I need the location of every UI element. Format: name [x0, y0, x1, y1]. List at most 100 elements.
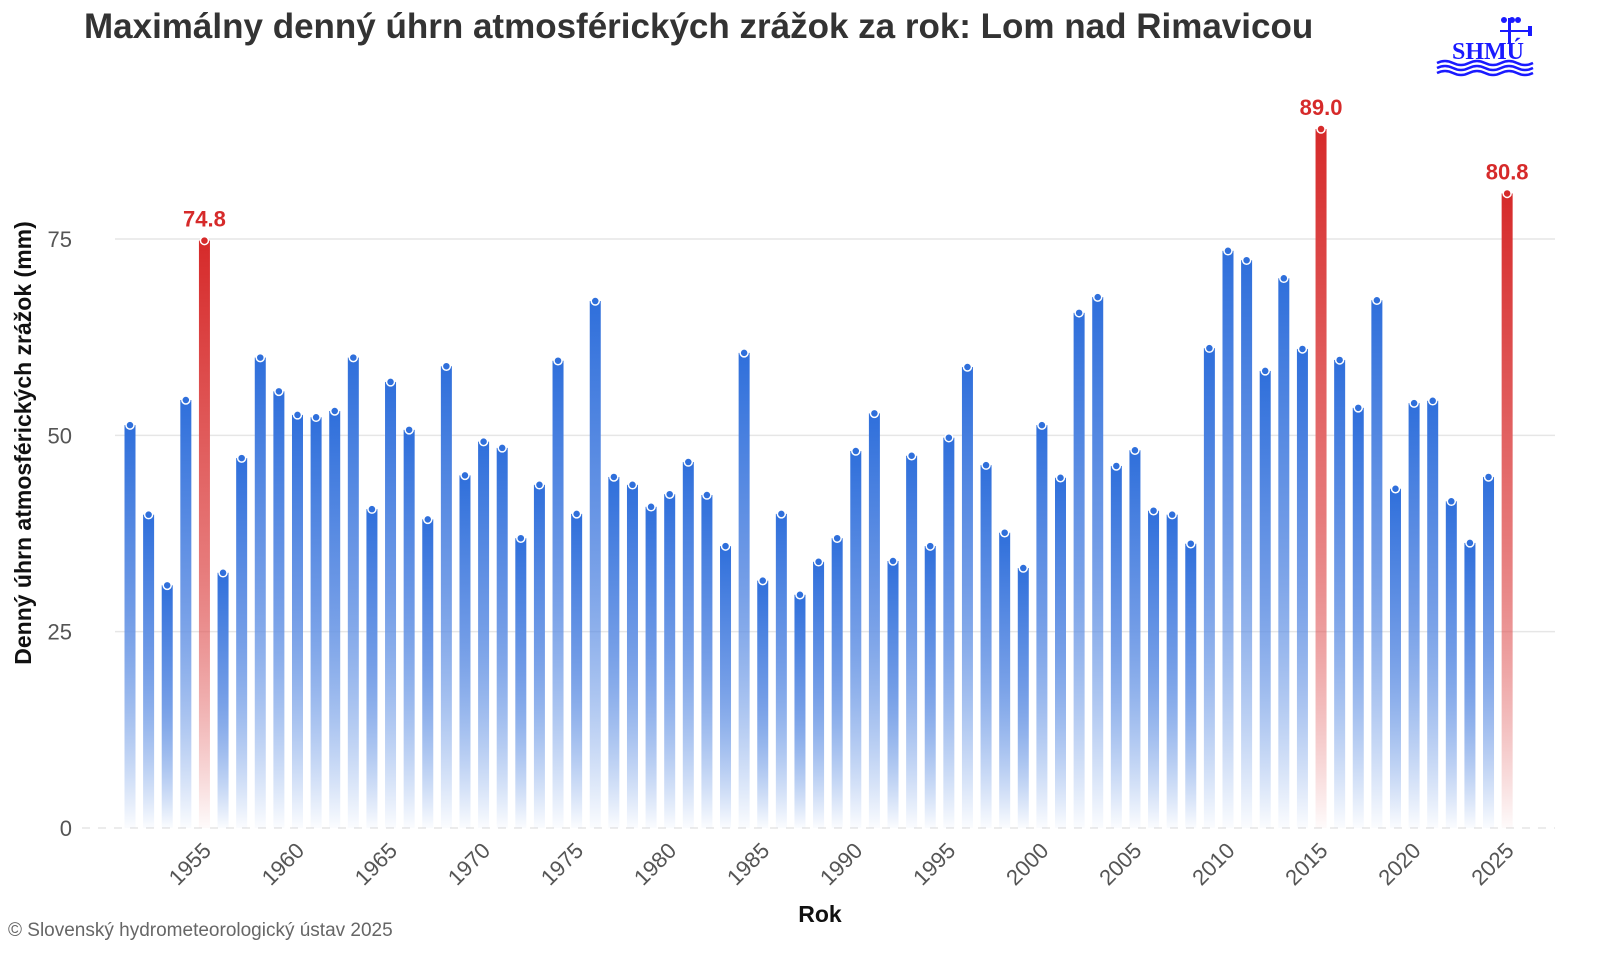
bar-top-dot [367, 504, 377, 514]
bar-1973 [533, 484, 545, 828]
bar-1982 [701, 495, 713, 828]
bar-2000 [1036, 425, 1048, 828]
bar-top-dot [1241, 255, 1252, 265]
bar-1953 [161, 585, 173, 828]
bar-2019 [1389, 488, 1401, 828]
bar-1966 [403, 429, 415, 828]
bar-2016 [1334, 359, 1346, 828]
bar-top-dot [199, 235, 210, 246]
bar-2007 [1166, 514, 1178, 828]
bar-top-dot [664, 489, 675, 499]
bar-1990 [850, 451, 862, 828]
bar-top-dot [851, 446, 861, 456]
bar-1968 [440, 366, 452, 828]
bar-top-dot [1390, 483, 1401, 494]
bar-top-dot [646, 502, 656, 512]
x-tick-label: 1980 [629, 838, 681, 890]
bar-top-dot [255, 352, 266, 363]
bar-1984 [738, 352, 750, 828]
bar-top-dot [1018, 563, 1029, 573]
bar-2010 [1222, 250, 1234, 828]
bar-top-dot [627, 480, 638, 490]
x-tick-label: 2015 [1280, 838, 1332, 890]
bar-1998 [999, 532, 1011, 828]
bar-top-dot [944, 432, 954, 443]
bar-top-dot [1483, 472, 1494, 482]
bar-1964 [366, 509, 378, 828]
bar-1993 [906, 455, 918, 828]
bar-1954 [180, 399, 192, 828]
bar-top-dot [125, 420, 135, 430]
shmu-logo: SHMÚ [1436, 17, 1534, 77]
x-tick-label: 1985 [722, 838, 774, 890]
chart-title: Maximálny denný úhrn atmosférických zráž… [84, 7, 1313, 46]
bar-top-dot [404, 425, 414, 435]
bar-2005 [1129, 450, 1141, 828]
y-tick-label: 75 [48, 227, 72, 252]
bar-top-dot [1297, 344, 1308, 354]
bar-top-dot [981, 460, 991, 470]
bar-top-dot [1092, 292, 1103, 302]
x-tick-label: 2010 [1187, 838, 1239, 890]
bar-1991 [868, 413, 880, 828]
bar-top-dot [906, 451, 917, 461]
bar-top-dot [1409, 398, 1419, 408]
bar-top-dot [1186, 538, 1196, 549]
bar-1961 [310, 417, 322, 828]
bar-2018 [1371, 300, 1383, 829]
bar-top-dot [1223, 246, 1233, 256]
y-tick-label: 25 [48, 620, 72, 645]
bar-top-dot [590, 296, 600, 306]
x-tick-label: 1965 [350, 838, 402, 890]
bar-2003 [1092, 297, 1104, 829]
bar-top-dot [553, 355, 563, 366]
bar-1996 [961, 367, 973, 828]
bar-1955 [198, 240, 210, 828]
bar-1965 [385, 381, 397, 828]
bar-2008 [1185, 543, 1197, 828]
bar-1997 [980, 465, 992, 828]
bar-1969 [459, 475, 471, 828]
y-tick-label: 50 [48, 423, 72, 448]
bar-2020 [1408, 403, 1420, 828]
bar-1959 [273, 391, 285, 828]
bar-1958 [254, 357, 266, 828]
bar-2006 [1148, 510, 1160, 828]
bar-top-dot [236, 453, 247, 463]
bar-2025 [1501, 193, 1513, 828]
bar-2012 [1259, 370, 1271, 828]
bar-top-dot [348, 352, 359, 363]
bar-2021 [1427, 400, 1439, 828]
bar-1994 [924, 546, 936, 828]
bar-top-dot [385, 377, 396, 387]
bar-top-dot [869, 408, 880, 419]
bar-2004 [1110, 465, 1122, 828]
bar-2022 [1445, 501, 1457, 828]
bar-1971 [496, 447, 508, 828]
bar-top-dot [999, 527, 1010, 538]
bar-top-dot [1111, 461, 1122, 471]
bar-top-dot [795, 590, 805, 600]
bar-top-dot [423, 514, 433, 525]
x-tick-label: 2020 [1373, 838, 1425, 890]
x-tick-label: 1995 [908, 838, 960, 890]
bar-1979 [645, 506, 657, 828]
bar-1999 [1017, 568, 1029, 828]
bar-1960 [291, 414, 303, 828]
bar-1980 [664, 494, 676, 828]
bar-2015 [1315, 129, 1327, 828]
bar-2001 [1055, 477, 1066, 828]
bar-top-dot [832, 533, 842, 543]
bar-1978 [626, 484, 638, 828]
bar-top-dot [218, 568, 228, 578]
bar-2002 [1073, 312, 1085, 829]
bar-top-dot [1465, 538, 1475, 548]
bar-top-dot [1502, 188, 1512, 199]
bar-1952 [143, 514, 155, 828]
bar-top-dot [181, 395, 191, 405]
bar-2014 [1296, 348, 1308, 828]
bar-top-dot [478, 436, 489, 447]
bar-top-dot [1372, 295, 1382, 306]
bar-1985 [757, 580, 769, 828]
